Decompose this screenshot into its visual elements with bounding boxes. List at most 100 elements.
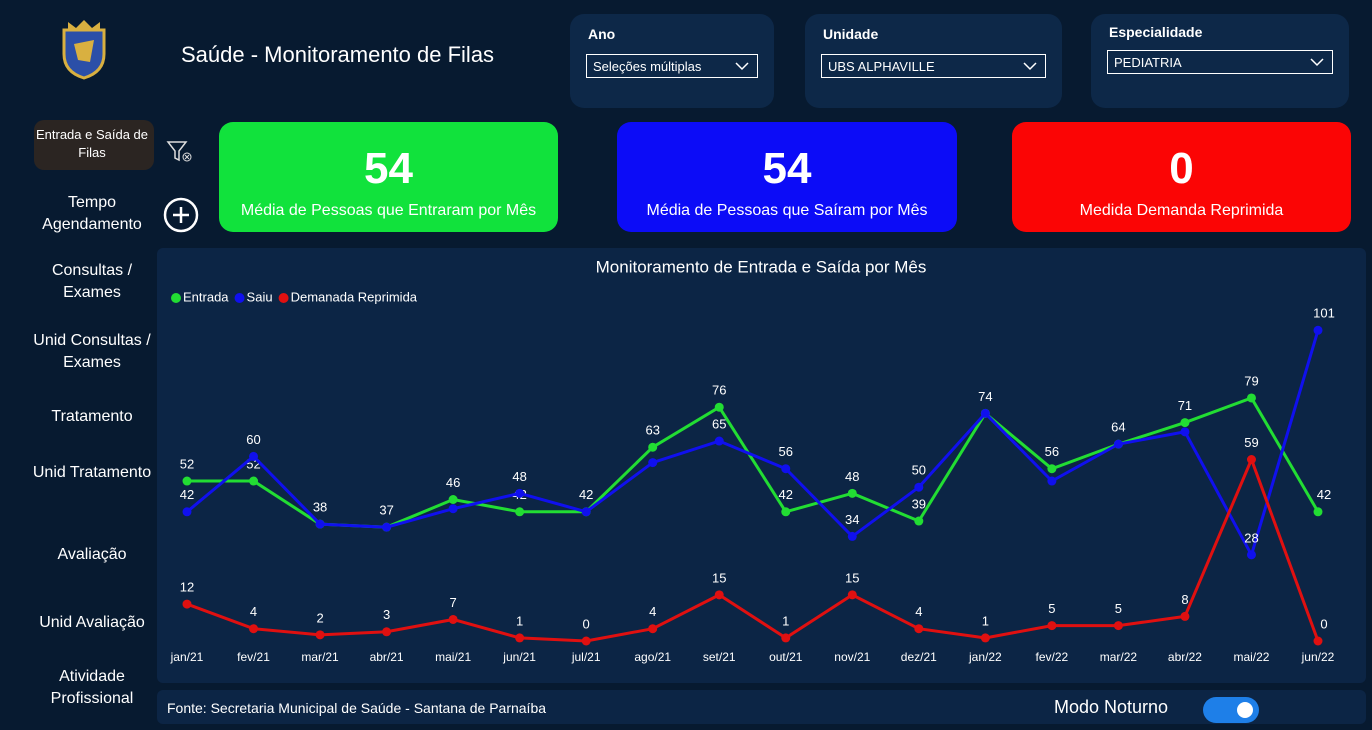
point <box>1313 325 1323 335</box>
point <box>648 624 658 634</box>
filter-label: Ano <box>588 26 616 42</box>
point <box>980 408 990 418</box>
data-label: 1 <box>982 613 989 628</box>
point <box>1180 611 1190 621</box>
data-label: 56 <box>779 444 793 459</box>
point <box>182 507 192 517</box>
data-label: 52 <box>180 456 194 471</box>
nav-item[interactable]: Tratamento <box>51 408 133 425</box>
chart-title: Monitoramento de Entrada e Saída por Mês <box>596 257 927 276</box>
data-label: 12 <box>180 580 194 595</box>
x-tick-label: ago/21 <box>634 650 671 664</box>
nav-item[interactable]: Atividade Profissional <box>50 668 134 707</box>
data-label: 7 <box>450 595 457 610</box>
point <box>249 624 259 634</box>
point <box>1246 393 1256 403</box>
data-label: 15 <box>845 570 859 585</box>
data-label: 71 <box>1178 398 1192 413</box>
point <box>781 507 791 517</box>
line <box>186 329 1320 559</box>
dropdown[interactable]: UBS ALPHAVILLE <box>821 54 1046 78</box>
source: Fonte: Secretaria Municipal de Saúde - S… <box>167 700 547 716</box>
point <box>914 516 924 526</box>
x-tick-label: mar/22 <box>1100 650 1138 664</box>
nav-item[interactable]: Consultas / Exames <box>51 262 133 301</box>
point <box>1180 427 1190 437</box>
point <box>914 624 924 634</box>
legend-label: Entrada <box>183 289 229 304</box>
point <box>1047 464 1057 474</box>
line <box>186 455 1320 643</box>
legend-marker <box>278 293 289 303</box>
chart-panel <box>157 248 1366 683</box>
filter-label: Especialidade <box>1109 24 1203 40</box>
point <box>249 451 259 461</box>
data-label: 42 <box>779 487 793 502</box>
data-label: 76 <box>712 383 726 398</box>
data-label: 5 <box>1115 601 1122 616</box>
dropdown-value: Seleções múltiplas <box>593 59 702 74</box>
data-label: 34 <box>845 512 859 527</box>
x-tick-label: jan/22 <box>968 650 1002 664</box>
x-tick-label: jun/22 <box>1301 650 1335 664</box>
kpi-card: 54 Média de Pessoas que Saíram por Mês <box>617 122 957 232</box>
point <box>1113 621 1123 631</box>
x-tick-label: abr/22 <box>1168 650 1202 664</box>
kpi-label: Média de Pessoas que Entraram por Mês <box>240 202 537 219</box>
data-label: 42 <box>579 487 593 502</box>
data-label: 37 <box>379 503 393 518</box>
dropdown-value: UBS ALPHAVILLE <box>828 59 935 74</box>
filter[interactable]: Especialidade PEDIATRIA <box>1091 14 1349 108</box>
data-label: 56 <box>1045 444 1059 459</box>
chevron <box>1310 58 1324 67</box>
x-tick-label: fev/22 <box>1036 650 1069 664</box>
nav-item[interactable]: Tempo Agendamento <box>42 194 142 233</box>
point <box>515 507 525 517</box>
nav-item[interactable]: Unid Avaliação <box>39 614 145 631</box>
chevron <box>735 62 749 71</box>
dropdown-value: PEDIATRIA <box>1114 55 1182 70</box>
point <box>781 464 791 474</box>
kpi-label: Média de Pessoas que Saíram por Mês <box>646 202 928 219</box>
nav-item[interactable]: Avaliação <box>57 546 127 563</box>
point <box>315 630 325 640</box>
point <box>1113 439 1123 449</box>
nav-item[interactable]: Unid Consultas / Exames <box>33 332 151 371</box>
toggle[interactable] <box>1202 696 1260 724</box>
dropdown[interactable]: Seleções múltiplas <box>586 54 758 78</box>
data-label: 15 <box>712 570 726 585</box>
point <box>980 633 990 643</box>
data-label: 79 <box>1244 373 1258 388</box>
logo <box>62 20 106 80</box>
nav-item[interactable]: Entrada e Saída de Filas <box>35 127 149 160</box>
point <box>1313 507 1323 517</box>
x-tick-label: mai/21 <box>435 650 471 664</box>
point <box>781 633 791 643</box>
point <box>515 633 525 643</box>
x-tick-label: jun/21 <box>502 650 536 664</box>
x-tick-label: jul/21 <box>571 650 601 664</box>
dropdown[interactable]: PEDIATRIA <box>1107 50 1333 74</box>
footer <box>157 690 1366 724</box>
point <box>382 522 392 532</box>
chart: Monitoramento de Entrada e Saída por Mês… <box>170 257 1335 664</box>
point <box>714 436 724 446</box>
point <box>1047 476 1057 486</box>
data-label: 38 <box>313 500 327 515</box>
point <box>182 599 192 609</box>
filter[interactable]: Unidade UBS ALPHAVILLE <box>805 14 1062 108</box>
point <box>714 590 724 600</box>
filter-icon[interactable] <box>166 138 194 166</box>
filter[interactable]: Ano Seleções múltiplas <box>570 14 774 108</box>
data-label: 39 <box>912 496 926 511</box>
data-label: 42 <box>180 487 194 502</box>
legend-marker <box>234 293 245 303</box>
nav-item[interactable]: Unid Tratamento <box>32 464 152 481</box>
add-icon[interactable] <box>162 196 200 234</box>
point <box>1313 636 1323 646</box>
point <box>448 494 458 504</box>
x-tick-label: nov/21 <box>834 650 870 664</box>
data-label: 59 <box>1244 435 1258 450</box>
data-label: 101 <box>1313 306 1335 321</box>
data-label: 3 <box>383 607 390 622</box>
